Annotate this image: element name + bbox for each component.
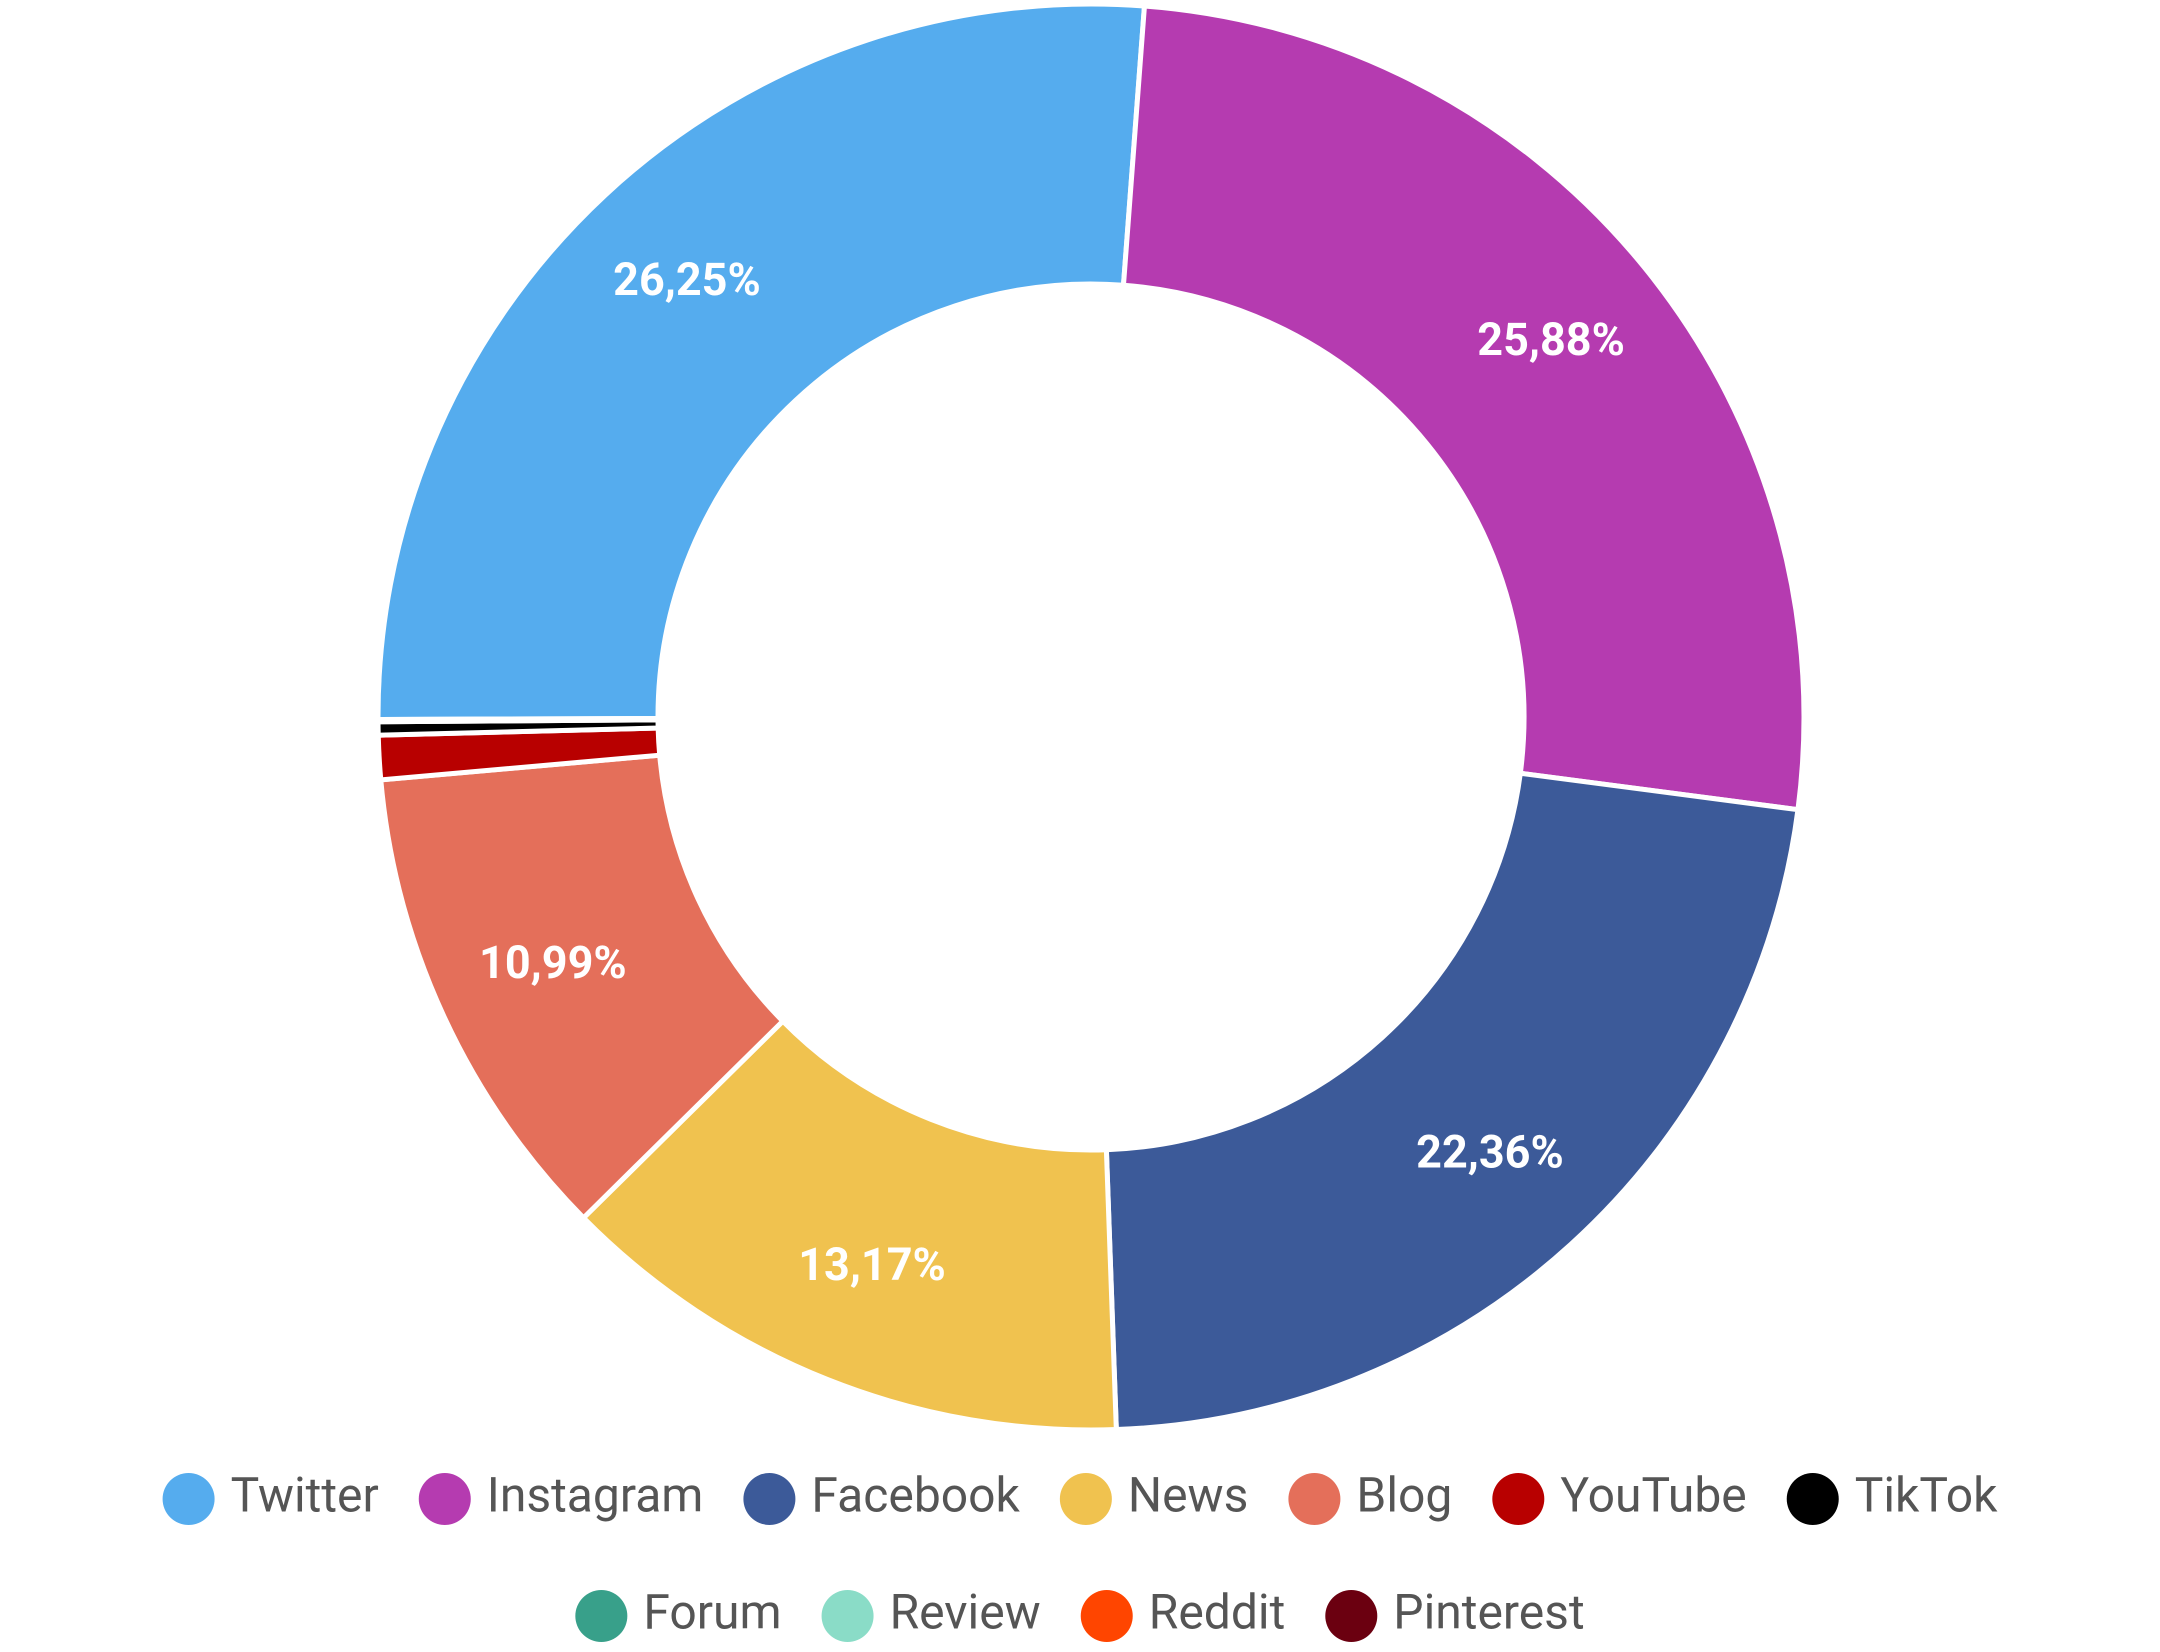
- legend-label: Instagram: [487, 1467, 704, 1524]
- legend-label: News: [1128, 1467, 1249, 1524]
- data-label: 25,88%: [1477, 313, 1625, 366]
- donut-slice: [1120, 3, 1807, 813]
- legend-label: Review: [890, 1584, 1041, 1641]
- legend-label: Pinterest: [1393, 1584, 1584, 1641]
- donut-slice: [378, 752, 787, 1222]
- data-label: 10,99%: [479, 936, 627, 989]
- legend-label: Reddit: [1149, 1584, 1286, 1641]
- legend-label: YouTube: [1560, 1467, 1746, 1524]
- legend-swatch: [1080, 1590, 1133, 1642]
- data-label: 22,36%: [1416, 1126, 1564, 1179]
- legend-swatch: [1288, 1473, 1341, 1525]
- legend-label: Blog: [1356, 1467, 1452, 1524]
- legend-swatch: [821, 1590, 874, 1642]
- legend-label: Facebook: [811, 1467, 1020, 1524]
- donut-slice: [375, 1, 1148, 722]
- legend-swatch: [743, 1473, 796, 1525]
- legend-swatch: [418, 1473, 471, 1525]
- legend-swatch: [1059, 1473, 1112, 1525]
- donut-slice: [1103, 770, 1801, 1433]
- legend-swatch: [162, 1473, 215, 1525]
- legend-label: Twitter: [231, 1467, 379, 1524]
- data-label: 26,25%: [613, 253, 761, 306]
- donut-slice: [375, 716, 661, 723]
- legend-swatch: [1492, 1473, 1545, 1525]
- legend-label: TikTok: [1855, 1467, 1998, 1524]
- legend-swatch: [1786, 1473, 1839, 1525]
- legend-label: Forum: [643, 1584, 781, 1641]
- legend-row: Forum Review Reddit Pinterest: [575, 1584, 1585, 1642]
- legend-swatch: [575, 1590, 628, 1642]
- legend-swatch: [1325, 1590, 1378, 1642]
- donut-slice: [579, 1017, 1119, 1433]
- data-label: 13,17%: [798, 1238, 946, 1291]
- legend-row: Twitter Instagram Facebook News Blog YouTube T…: [162, 1467, 1998, 1525]
